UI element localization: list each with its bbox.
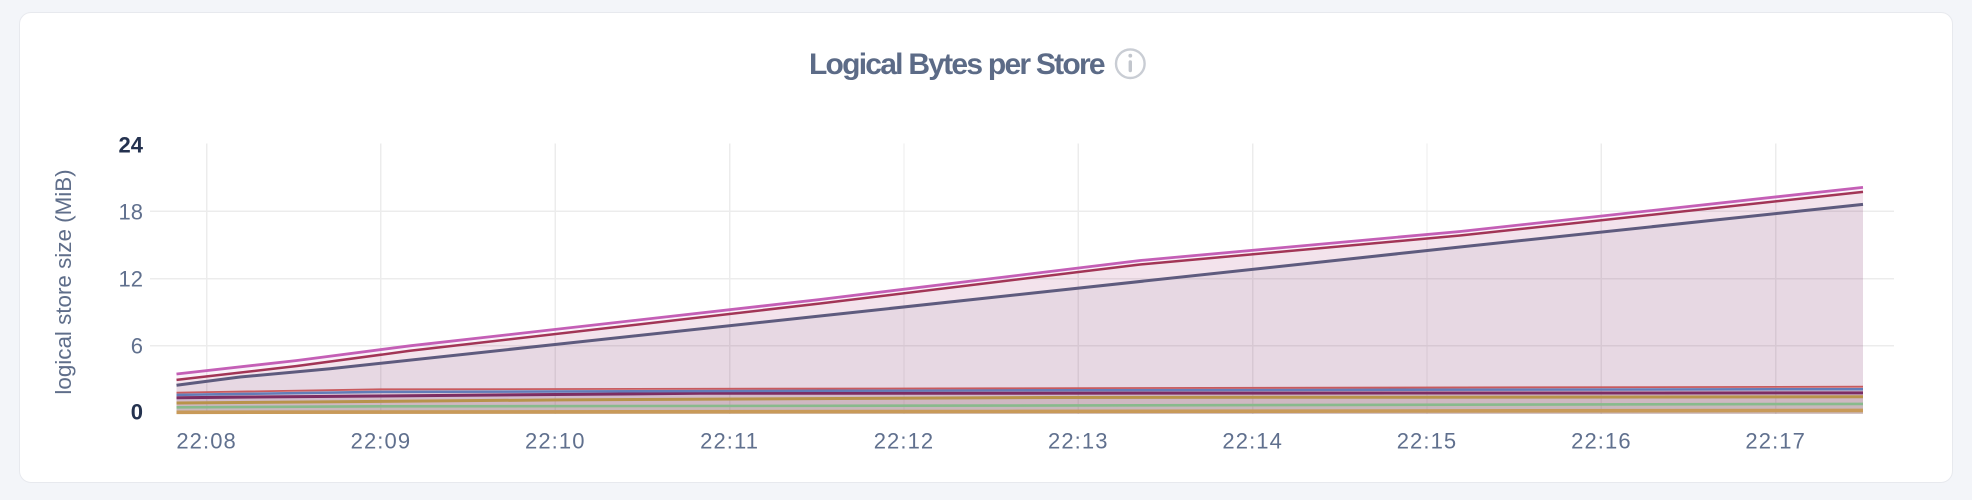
svg-text:22:14: 22:14 bbox=[1222, 429, 1283, 454]
svg-text:logical store size (MiB): logical store size (MiB) bbox=[51, 169, 76, 394]
svg-text:22:13: 22:13 bbox=[1048, 429, 1109, 454]
svg-text:6: 6 bbox=[131, 334, 143, 359]
svg-text:0: 0 bbox=[131, 400, 143, 425]
svg-text:22:16: 22:16 bbox=[1571, 429, 1632, 454]
svg-text:22:17: 22:17 bbox=[1745, 429, 1806, 454]
svg-text:22:08: 22:08 bbox=[176, 429, 237, 454]
svg-text:18: 18 bbox=[119, 199, 143, 224]
svg-text:12: 12 bbox=[119, 267, 143, 292]
svg-text:22:15: 22:15 bbox=[1397, 429, 1458, 454]
svg-text:22:12: 22:12 bbox=[874, 429, 935, 454]
svg-text:Logical Bytes per Store: Logical Bytes per Store bbox=[809, 48, 1105, 81]
svg-text:22:10: 22:10 bbox=[525, 429, 586, 454]
svg-text:22:09: 22:09 bbox=[351, 429, 412, 454]
svg-text:24: 24 bbox=[119, 133, 144, 158]
svg-text:22:11: 22:11 bbox=[700, 429, 759, 454]
